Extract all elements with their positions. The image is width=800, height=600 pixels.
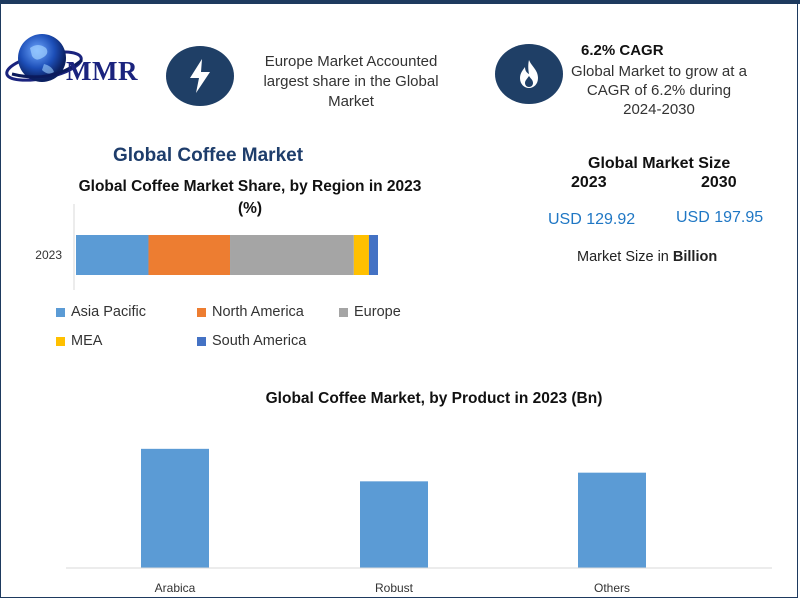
product-bar-robust [360, 481, 428, 568]
legend-mea: MEA [56, 333, 102, 349]
lightning-icon [166, 46, 234, 106]
product-chart-title: Global Coffee Market, by Product in 2023… [265, 390, 603, 407]
market-size-note-prefix: Market Size in [577, 249, 673, 265]
legend-north-america: North America [197, 304, 304, 320]
legend-label: Asia Pacific [71, 304, 146, 320]
page-title: Global Coffee Market [113, 145, 304, 166]
product-bar-arabica [141, 448, 209, 568]
legend-label: North America [212, 304, 304, 320]
region-bar-segment-europe [230, 235, 354, 275]
cagr-heading: 6.2% CAGR [581, 42, 664, 59]
market-size-year-2030: 2030 [701, 174, 737, 191]
region-chart-title: Global Coffee Market Share, by Region in… [78, 178, 422, 217]
legend-label: Europe [354, 304, 401, 320]
globe-icon [5, 34, 83, 82]
legend-swatch [56, 336, 65, 346]
legend-asia-pacific: Asia Pacific [56, 304, 146, 320]
europe-callout-text: Europe Market Accounted largest share in… [263, 53, 439, 110]
region-bar-segment-asia-pacific [76, 235, 149, 275]
legend-south-america: South America [197, 333, 306, 349]
top-border [0, 0, 800, 4]
mmr-logo: MMR [4, 28, 154, 94]
product-category-label: Robust [375, 581, 414, 595]
market-size-year-2023: 2023 [571, 174, 607, 191]
flame-icon [495, 44, 563, 104]
product-chart: Arabica Robust Others [66, 448, 772, 595]
market-size-value-2030: USD 197.95 [676, 209, 764, 226]
legend-label: South America [212, 333, 307, 349]
logo-text: MMR [66, 56, 138, 86]
legend-swatch [197, 336, 206, 346]
product-category-label: Arabica [155, 581, 196, 595]
region-bar-segment-north-america [148, 235, 231, 275]
region-category-label: 2023 [35, 248, 62, 262]
legend-label: MEA [71, 333, 103, 349]
region-chart: 2023 [35, 204, 378, 290]
legend-swatch [339, 307, 348, 317]
legend-europe: Europe [339, 304, 401, 320]
legend-swatch [56, 307, 65, 317]
market-size-value-2023: USD 129.92 [548, 211, 636, 228]
market-size-note-unit: Billion [672, 249, 718, 265]
market-size-note: Market Size in Billion [577, 249, 717, 265]
region-bar-segment-mea [353, 235, 369, 275]
cagr-callout-text: Global Market to grow at a CAGR of 6.2% … [571, 63, 747, 118]
product-category-label: Others [594, 581, 630, 595]
market-size-heading: Global Market Size [588, 155, 731, 172]
region-bar-segment-south-america [368, 235, 378, 275]
legend-swatch [197, 307, 206, 317]
product-bar-others [578, 472, 646, 568]
